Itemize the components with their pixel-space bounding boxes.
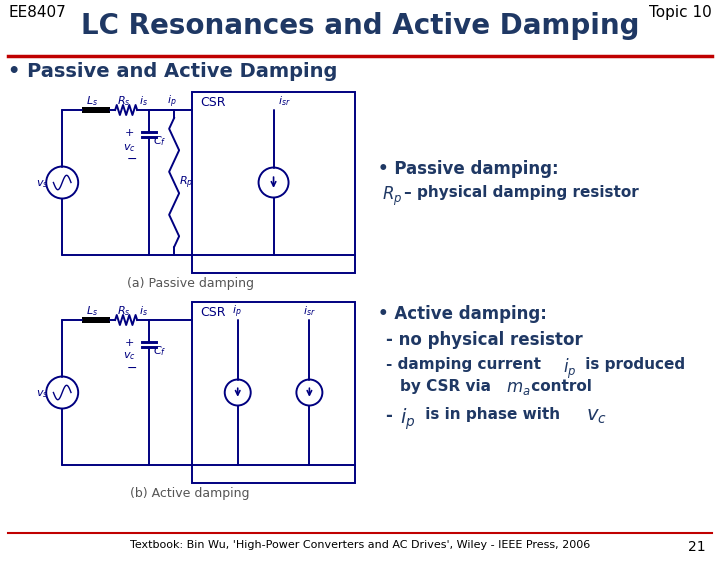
Text: • Passive damping:: • Passive damping:: [378, 161, 559, 179]
Text: $C_f$: $C_f$: [153, 344, 166, 358]
Text: Topic 10: Topic 10: [649, 5, 712, 20]
Text: $\mathit{i}_p$: $\mathit{i}_p$: [563, 357, 576, 381]
Text: (b) Active damping: (b) Active damping: [130, 487, 250, 500]
Text: CSR: CSR: [200, 306, 225, 319]
Text: $i_p$: $i_p$: [232, 304, 241, 320]
Bar: [192, 302, 355, 483]
Text: $i_s$: $i_s$: [139, 94, 148, 108]
Text: $R_s$: $R_s$: [117, 304, 131, 318]
Text: $i_{sr}$: $i_{sr}$: [277, 94, 290, 108]
Text: −: −: [127, 362, 138, 375]
Bar: [82, 107, 110, 113]
Text: $\mathit{m_a}$: $\mathit{m_a}$: [506, 379, 531, 397]
Text: - damping current: - damping current: [386, 357, 546, 372]
Text: is produced: is produced: [580, 357, 685, 372]
Text: -: -: [386, 407, 405, 425]
Text: $v_c$: $v_c$: [123, 142, 136, 154]
Text: −: −: [127, 153, 138, 166]
Text: $\mathit{i}_p$: $\mathit{i}_p$: [400, 407, 415, 433]
Text: $L_s$: $L_s$: [86, 94, 98, 108]
Text: +: +: [125, 128, 135, 138]
Text: $\mathit{v_c}$: $\mathit{v_c}$: [586, 407, 607, 426]
Bar: [82, 317, 110, 323]
Text: by CSR via: by CSR via: [400, 379, 496, 394]
Text: • Active damping:: • Active damping:: [378, 305, 547, 323]
Text: $i_p$: $i_p$: [167, 94, 177, 110]
Text: CSR: CSR: [200, 96, 225, 109]
Text: +: +: [125, 338, 135, 348]
Text: Textbook: Bin Wu, 'High-Power Converters and AC Drives', Wiley - IEEE Press, 200: Textbook: Bin Wu, 'High-Power Converters…: [130, 540, 590, 550]
Text: $R_s$: $R_s$: [117, 94, 131, 108]
Text: $v_s$: $v_s$: [36, 179, 49, 191]
Text: $C_f$: $C_f$: [153, 134, 166, 148]
Text: – physical damping resistor: – physical damping resistor: [404, 184, 639, 200]
Text: control: control: [526, 379, 592, 394]
Text: $v_c$: $v_c$: [123, 350, 136, 362]
Text: EE8407: EE8407: [8, 5, 66, 20]
Text: LC Resonances and Active Damping: LC Resonances and Active Damping: [81, 12, 639, 40]
Text: (a) Passive damping: (a) Passive damping: [127, 277, 253, 290]
Bar: [192, 92, 355, 273]
Text: $\mathit{R_p}$: $\mathit{R_p}$: [382, 184, 402, 208]
Text: $i_s$: $i_s$: [139, 304, 148, 318]
Text: - no physical resistor: - no physical resistor: [386, 331, 582, 349]
Text: $v_s$: $v_s$: [36, 388, 49, 400]
Text: • Passive and Active Damping: • Passive and Active Damping: [8, 62, 338, 81]
Text: 21: 21: [688, 540, 706, 554]
Text: $L_s$: $L_s$: [86, 304, 98, 318]
Text: $i_{sr}$: $i_{sr}$: [303, 304, 316, 318]
Text: is in phase with: is in phase with: [420, 407, 565, 422]
Text: $R_p$: $R_p$: [179, 174, 194, 191]
